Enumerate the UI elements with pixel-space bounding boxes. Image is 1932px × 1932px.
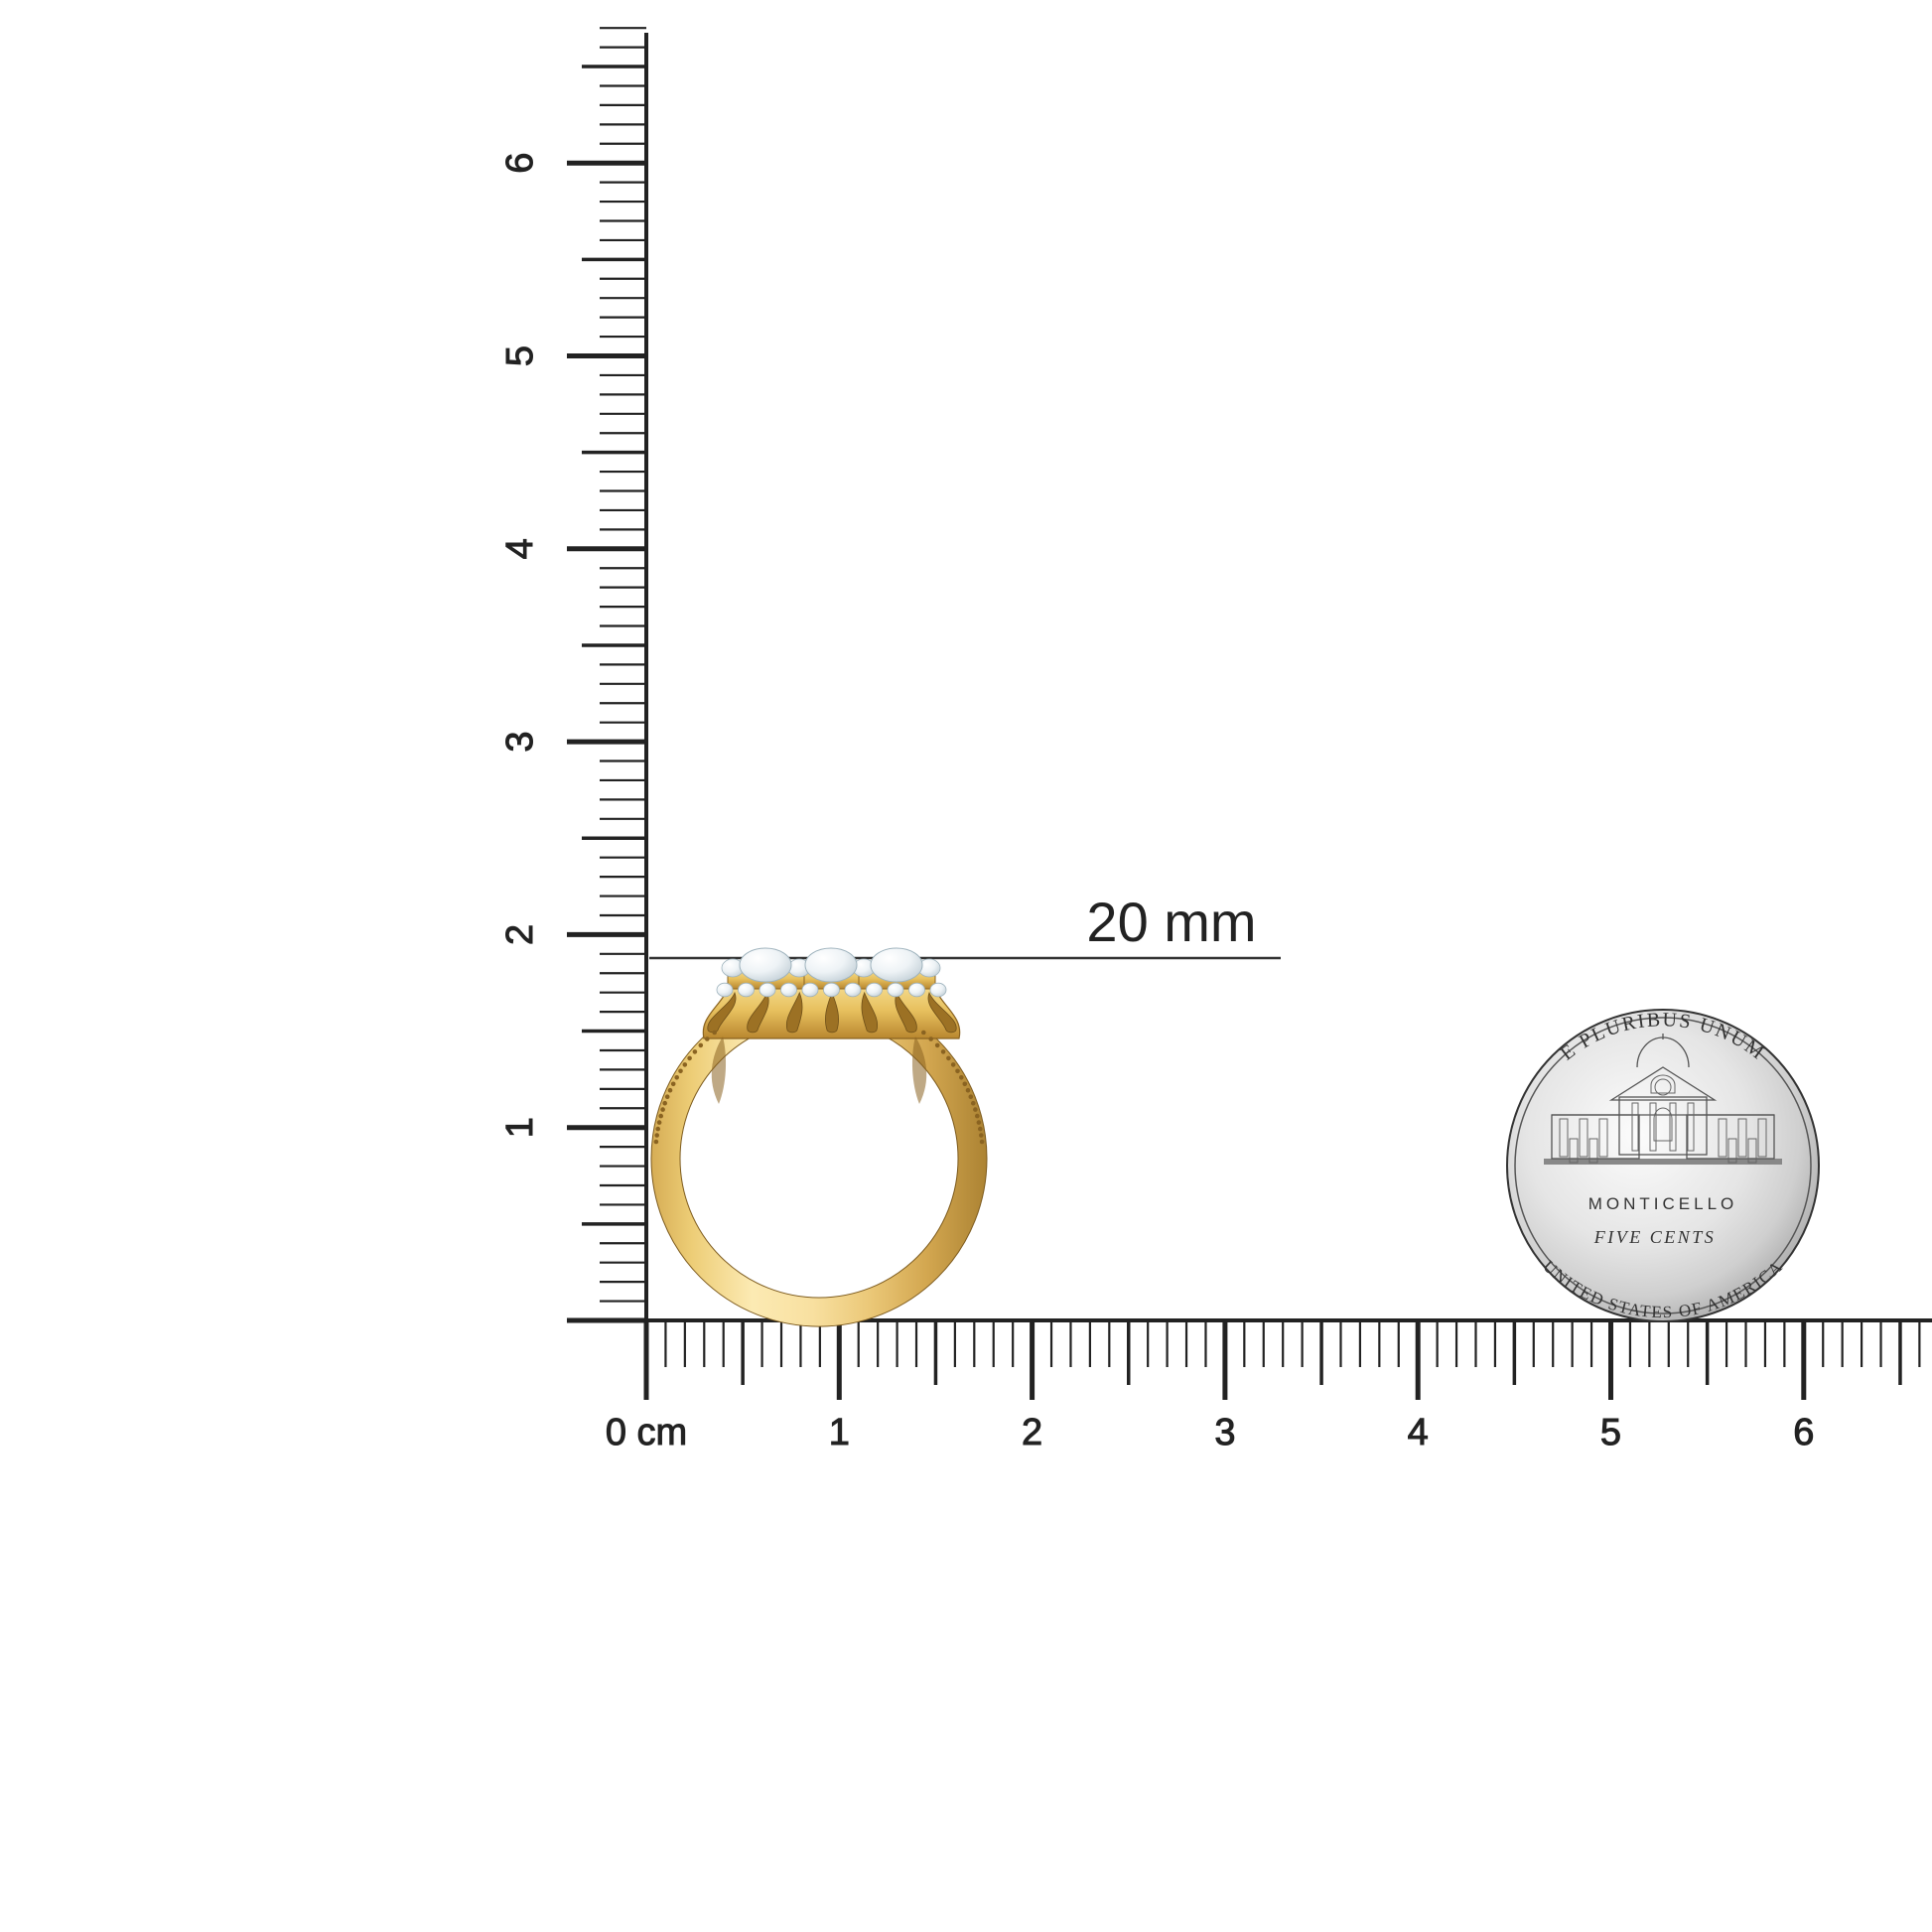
svg-text:6: 6 <box>499 153 541 174</box>
svg-text:20 mm: 20 mm <box>1086 891 1256 953</box>
svg-text:3: 3 <box>1214 1412 1235 1453</box>
svg-text:MONTICELLO: MONTICELLO <box>1588 1194 1738 1213</box>
svg-text:5: 5 <box>1600 1412 1621 1453</box>
svg-text:0 cm: 0 cm <box>606 1412 687 1453</box>
svg-text:FIVE CENTS: FIVE CENTS <box>1593 1227 1717 1247</box>
svg-text:5: 5 <box>499 345 541 366</box>
svg-text:2: 2 <box>499 924 541 945</box>
svg-text:4: 4 <box>1408 1412 1429 1453</box>
svg-text:4: 4 <box>499 538 541 559</box>
svg-text:3: 3 <box>499 732 541 753</box>
svg-text:6: 6 <box>1793 1412 1814 1453</box>
svg-text:2: 2 <box>1022 1412 1042 1453</box>
svg-text:1: 1 <box>829 1412 850 1453</box>
svg-text:1: 1 <box>499 1117 541 1138</box>
